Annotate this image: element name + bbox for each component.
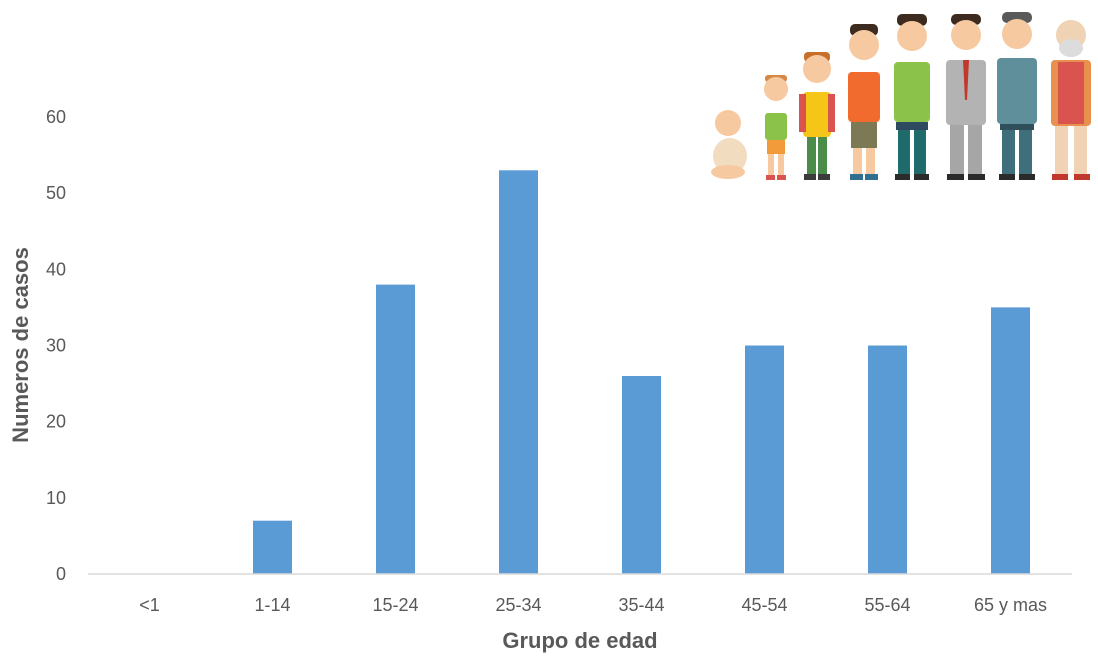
- x-tick-label: <1: [139, 595, 160, 615]
- age-progression-people-illustration: [711, 12, 1091, 180]
- y-tick-label: 50: [46, 183, 66, 203]
- y-tick-label: 20: [46, 412, 66, 432]
- y-tick-label: 30: [46, 336, 66, 356]
- middle-aged-figure: [997, 12, 1037, 180]
- child-figure: [764, 75, 788, 180]
- bar-7: [991, 307, 1030, 574]
- x-tick-label: 35-44: [618, 595, 664, 615]
- bar-3: [499, 170, 538, 575]
- x-tick-label: 65 y mas: [974, 595, 1047, 615]
- bars-layer: [253, 170, 1030, 575]
- y-tick-label: 60: [46, 107, 66, 127]
- x-tick-label: 45-54: [741, 595, 787, 615]
- baby-figure: [711, 110, 747, 179]
- elderly-figure: [1051, 20, 1091, 180]
- teen-figure: [848, 24, 880, 180]
- bar-2: [376, 284, 415, 574]
- x-axis-ticks: <1 1-14 15-24 25-34 35-44 45-54 55-64 65 y mas: [139, 595, 1047, 615]
- y-tick-label: 0: [56, 564, 66, 584]
- bar-1: [253, 520, 292, 574]
- young-man-figure: [894, 14, 930, 180]
- older-child-figure: [799, 52, 835, 180]
- x-tick-label: 1-14: [254, 595, 290, 615]
- x-tick-label: 25-34: [495, 595, 541, 615]
- x-tick-label: 15-24: [372, 595, 418, 615]
- y-tick-label: 40: [46, 259, 66, 279]
- y-axis-title: Numeros de casos: [8, 247, 33, 443]
- x-tick-label: 55-64: [864, 595, 910, 615]
- y-tick-label: 10: [46, 488, 66, 508]
- bar-5: [745, 345, 784, 574]
- y-axis-ticks: 0 10 20 30 40 50 60: [46, 107, 66, 584]
- bar-4: [622, 376, 661, 574]
- bar-6: [868, 345, 907, 574]
- x-axis-title: Grupo de edad: [502, 628, 657, 653]
- adult-figure: [946, 14, 986, 180]
